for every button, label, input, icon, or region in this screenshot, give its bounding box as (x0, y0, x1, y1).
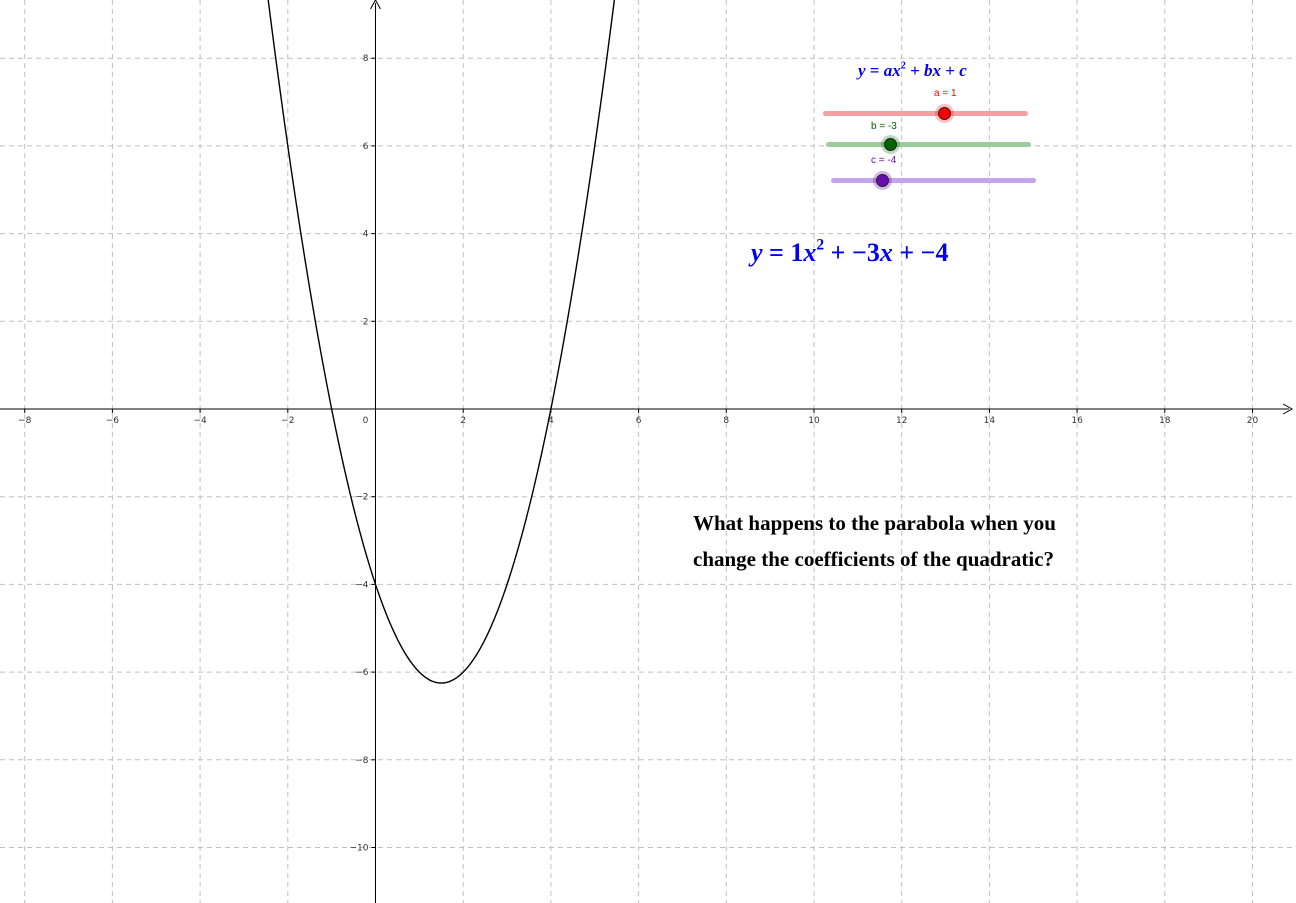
x-tick-label: 18 (1159, 416, 1171, 426)
x-tick-label: 12 (896, 416, 907, 426)
x-tick-label: −6 (106, 416, 120, 426)
x-tick-label: 0 (363, 416, 369, 426)
x-tick-label: 2 (460, 416, 466, 426)
slider-b-handle[interactable] (884, 138, 897, 151)
x-tick-label: 20 (1247, 416, 1259, 426)
y-tick-label: −8 (355, 756, 369, 766)
y-tick-label: 8 (363, 54, 369, 64)
x-tick-label: −2 (281, 416, 294, 426)
x-tick-label: 16 (1071, 416, 1083, 426)
x-tick-label: 8 (723, 416, 729, 426)
parabola-curve[interactable] (262, 0, 620, 684)
slider-c-handle[interactable] (876, 174, 889, 187)
question-line-1: What happens to the parabola when you (693, 511, 1056, 535)
y-tick-label: 6 (363, 142, 369, 152)
slider-c-label: c = -4 (871, 155, 897, 166)
x-tick-label: 6 (636, 416, 642, 426)
x-axis-arrow-icon (1282, 403, 1294, 415)
current-formula: y = 1x2 + −3x + −4 (751, 236, 949, 267)
question-text: What happens to the parabola when you ch… (693, 505, 1056, 577)
y-tick-label: −4 (355, 580, 369, 590)
x-tick-label: 14 (984, 416, 996, 426)
x-tick-label: 4 (548, 416, 554, 426)
question-line-2: change the coefficients of the quadratic… (693, 547, 1055, 571)
slider-a-track[interactable] (823, 111, 1028, 116)
y-tick-label: 4 (363, 230, 369, 240)
slider-a-label: a = 1 (934, 88, 957, 99)
y-tick-label: 2 (363, 317, 369, 327)
slider-c-track[interactable] (831, 178, 1036, 183)
x-tick-label: −8 (18, 416, 32, 426)
y-tick-label: −10 (350, 844, 369, 854)
y-tick-label: −2 (355, 493, 368, 503)
tick-labels: −8 −6 −4 −2 0 2 4 6 8 10 12 14 16 18 20 8 6 4 2 −2 −4 −6 −8 −10 (18, 54, 1258, 853)
x-tick-label: −4 (193, 416, 207, 426)
general-formula: y = ax2 + bx + c (858, 60, 967, 80)
slider-b-label: b = -3 (871, 121, 897, 132)
y-axis-arrow-icon (370, 0, 381, 10)
x-tick-label: 10 (808, 416, 820, 426)
slider-a-handle[interactable] (938, 107, 951, 120)
y-tick-label: −6 (355, 668, 369, 678)
slider-b-track[interactable] (826, 142, 1031, 147)
